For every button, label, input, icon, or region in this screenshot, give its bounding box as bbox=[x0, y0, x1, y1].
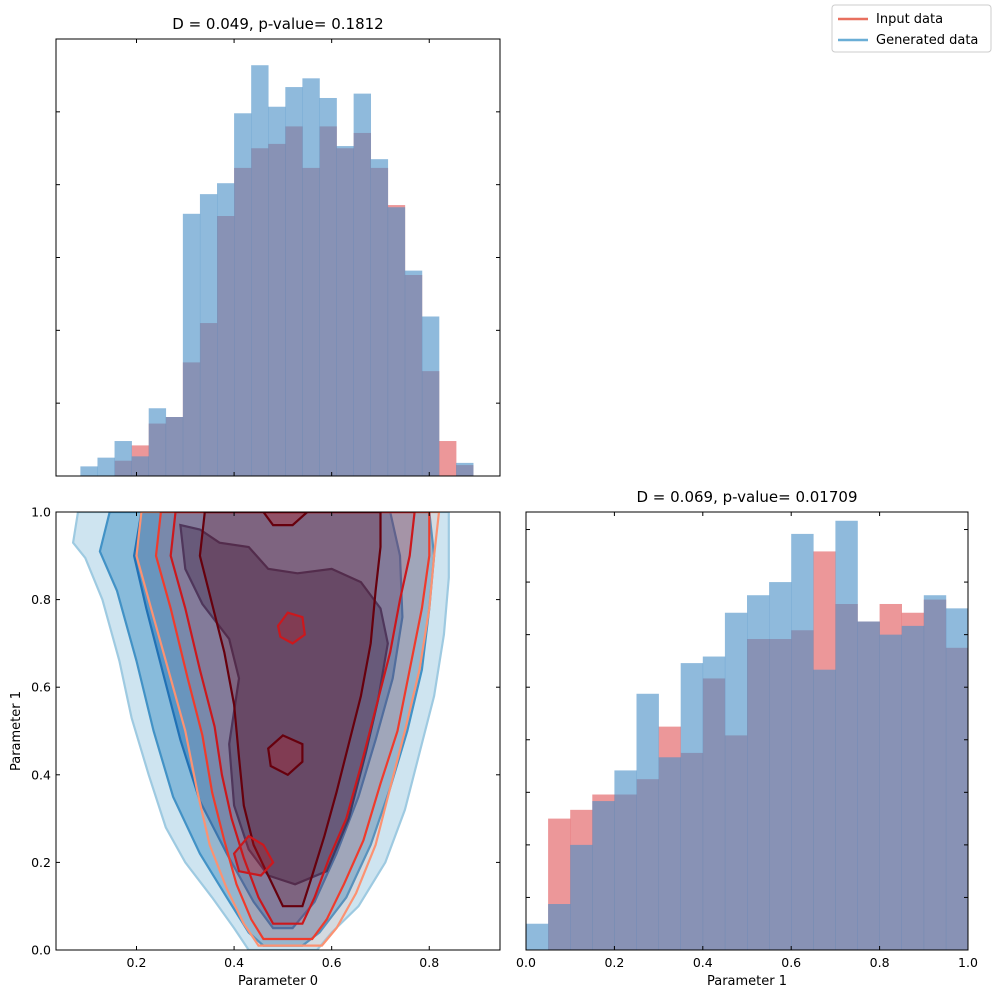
bottom-right-title: D = 0.069, p-value= 0.01709 bbox=[636, 488, 857, 506]
contour-x-axis-label: Parameter 0 bbox=[238, 974, 318, 989]
legend-label-generated: Generated data bbox=[876, 33, 978, 48]
contour-y-tick-label: 0.0 bbox=[31, 943, 51, 958]
top-left-generated-bar bbox=[251, 65, 269, 476]
bottom-right-generated-bar bbox=[702, 656, 726, 950]
top-left-input-bar bbox=[439, 441, 457, 476]
top-left-generated-bar bbox=[165, 417, 184, 476]
bottom-right-generated-bar bbox=[901, 625, 925, 950]
top-left-generated-bar bbox=[131, 456, 150, 476]
top-left-generated-bar bbox=[353, 93, 372, 476]
top-left-generated-bar bbox=[80, 466, 98, 476]
bottom-right-generated-bar bbox=[813, 669, 836, 950]
bottom-right-x-tick-label: 0.4 bbox=[693, 955, 713, 970]
bottom-right-x-tick-label: 1.0 bbox=[958, 955, 978, 970]
top-left-generated-bar bbox=[217, 183, 235, 476]
contour-x-tick-label: 0.4 bbox=[224, 955, 244, 970]
bottom-right-generated-bar bbox=[835, 520, 858, 950]
input-contour-island bbox=[276, 611, 306, 645]
bottom-right-x-tick-label: 0.8 bbox=[870, 955, 890, 970]
bottom-right-generated-bar bbox=[614, 770, 637, 950]
top-left-generated-bar bbox=[387, 207, 406, 476]
input-contour-level-2 bbox=[154, 512, 431, 941]
bottom-right-generated-bar bbox=[592, 801, 615, 950]
top-left-histogram: D = 0.049, p-value= 0.1812 bbox=[55, 15, 501, 477]
contour-y-tick-label: 0.6 bbox=[31, 680, 51, 695]
top-left-generated-bar bbox=[234, 113, 252, 476]
input-contour-island bbox=[232, 834, 275, 877]
legend-label-input: Input data bbox=[876, 12, 943, 27]
bottom-right-generated-bar bbox=[769, 582, 792, 950]
top-left-generated-bar bbox=[421, 316, 440, 476]
top-left-generated-bar bbox=[114, 441, 132, 476]
bottom-right-generated-bar bbox=[548, 904, 571, 950]
contour-x-tick-label: 0.2 bbox=[127, 955, 147, 970]
contour-panel: 0.2 0.4 0.6 0.8 0.0 0.2 0.4 0.6 0.8 1.0 Parameter… bbox=[9, 505, 501, 989]
top-left-generated-bar bbox=[336, 146, 354, 476]
top-left-generated-bar bbox=[456, 462, 474, 476]
contour-x-tick-label: 0.6 bbox=[322, 955, 342, 970]
bottom-right-generated-bar bbox=[747, 595, 770, 950]
contour-y-tick-label: 0.4 bbox=[31, 767, 51, 782]
bottom-right-x-tick-label: 0.6 bbox=[781, 955, 801, 970]
bottom-right-generated-bar bbox=[680, 663, 704, 950]
bottom-right-generated-bar bbox=[879, 634, 902, 950]
bottom-right-generated-bar bbox=[526, 923, 549, 950]
bottom-right-histogram: 0.0 0.2 0.4 0.6 0.8 1.0 D = 0.069, p-value= 0… bbox=[516, 488, 978, 989]
contour-y-tick-label: 0.2 bbox=[31, 855, 51, 870]
bottom-right-x-tick-label: 0.2 bbox=[604, 955, 624, 970]
legend: Input data Generated data bbox=[831, 4, 992, 53]
top-left-generated-bar bbox=[404, 270, 423, 476]
top-left-generated-bar bbox=[148, 408, 167, 476]
input-contour-level-3 bbox=[169, 512, 416, 925]
input-contour-island bbox=[262, 512, 309, 527]
bottom-right-generated-bar bbox=[636, 693, 659, 950]
bottom-right-generated-bar bbox=[791, 533, 814, 950]
legend-frame bbox=[831, 4, 992, 53]
bottom-right-generated-bar bbox=[724, 612, 748, 950]
contour-y-tick-label: 1.0 bbox=[31, 505, 51, 520]
top-left-generated-bar bbox=[285, 87, 303, 476]
top-left-generated-bar bbox=[302, 78, 320, 476]
top-left-title: D = 0.049, p-value= 0.1812 bbox=[172, 15, 383, 33]
bottom-right-generated-bar bbox=[923, 595, 947, 950]
bottom-right-generated-bar bbox=[570, 844, 593, 950]
bottom-right-generated-bar bbox=[658, 757, 681, 950]
input-contour-level-4 bbox=[198, 512, 382, 908]
top-left-generated-bar bbox=[268, 106, 286, 477]
input-contour-island bbox=[267, 734, 304, 777]
contour-x-tick-label: 0.8 bbox=[419, 955, 439, 970]
contour-y-axis-label: Parameter 1 bbox=[9, 691, 24, 771]
top-left-generated-bar bbox=[97, 457, 115, 476]
bottom-right-generated-bar bbox=[857, 621, 880, 950]
bottom-right-x-axis-label: Parameter 1 bbox=[707, 974, 787, 989]
top-left-generated-bar bbox=[199, 194, 218, 476]
bottom-right-x-tick-label: 0.0 bbox=[516, 955, 536, 970]
top-left-generated-bar bbox=[319, 97, 337, 477]
top-left-generated-bar bbox=[370, 159, 389, 477]
contour-y-tick-label: 0.8 bbox=[31, 592, 51, 607]
bottom-right-generated-bar bbox=[945, 608, 969, 950]
top-left-generated-bar bbox=[182, 213, 201, 477]
